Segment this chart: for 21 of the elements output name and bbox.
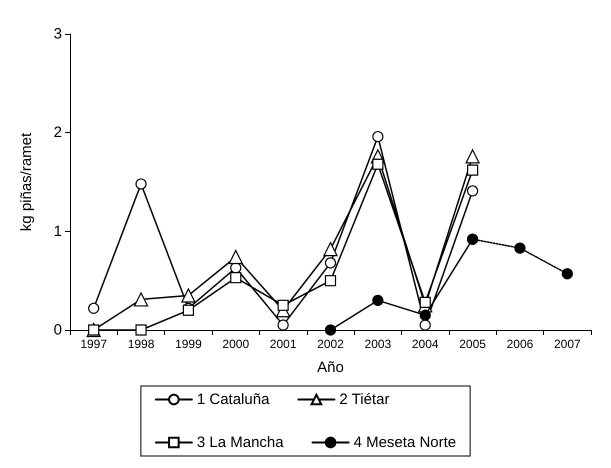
legend-label: 3 La Mancha bbox=[196, 434, 284, 451]
legend-label: 1 Cataluña bbox=[196, 391, 270, 408]
y-tick-label: 0 bbox=[54, 322, 62, 338]
x-axis-title: Año bbox=[317, 359, 344, 376]
x-tick-label: 2003 bbox=[364, 337, 392, 351]
legend-label: 4 Meseta Norte bbox=[354, 434, 456, 451]
legend-label: 2 Tiétar bbox=[339, 391, 390, 408]
y-tick-label: 3 bbox=[54, 26, 62, 42]
x-tick-label: 2000 bbox=[222, 337, 250, 351]
x-tick-label: 2005 bbox=[459, 337, 486, 351]
y-axis-title: kg piñas/ramet bbox=[18, 132, 35, 232]
x-tick-label: 2004 bbox=[412, 337, 439, 351]
x-tick-label: 1997 bbox=[80, 337, 108, 351]
y-tick-label: 2 bbox=[54, 124, 62, 142]
x-tick-label: 1998 bbox=[128, 337, 155, 351]
x-tick-label: 2002 bbox=[317, 337, 344, 351]
x-tick-label: 1999 bbox=[175, 337, 202, 351]
x-tick-label: 2001 bbox=[270, 337, 297, 351]
x-tick-label: 2006 bbox=[506, 337, 534, 351]
y-tick-label: 1 bbox=[54, 222, 62, 240]
x-tick-label: 2007 bbox=[554, 337, 581, 351]
